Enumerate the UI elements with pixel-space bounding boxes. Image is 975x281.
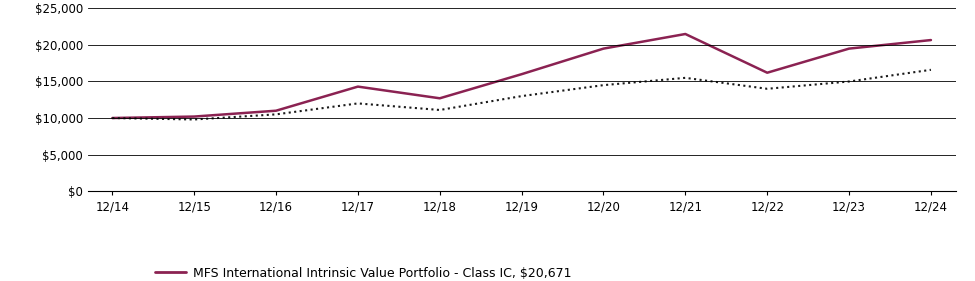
MFS International Intrinsic Value Portfolio - Class IC, $20,671 bbox=[761, 71, 773, 74]
MSCI EAFE (Europe, Australasia, Far East) Index (net div), $16,598 bbox=[843, 80, 855, 83]
MSCI EAFE (Europe, Australasia, Far East) Index (net div), $16,598 bbox=[516, 94, 527, 98]
MSCI EAFE (Europe, Australasia, Far East) Index (net div), $16,598 bbox=[106, 116, 118, 120]
Line: MSCI EAFE (Europe, Australasia, Far East) Index (net div), $16,598: MSCI EAFE (Europe, Australasia, Far East… bbox=[112, 70, 931, 119]
MSCI EAFE (Europe, Australasia, Far East) Index (net div), $16,598 bbox=[925, 68, 937, 71]
MSCI EAFE (Europe, Australasia, Far East) Index (net div), $16,598 bbox=[680, 76, 691, 80]
MFS International Intrinsic Value Portfolio - Class IC, $20,671 bbox=[598, 47, 609, 50]
Line: MFS International Intrinsic Value Portfolio - Class IC, $20,671: MFS International Intrinsic Value Portfo… bbox=[112, 34, 931, 118]
MSCI EAFE (Europe, Australasia, Far East) Index (net div), $16,598 bbox=[598, 83, 609, 87]
MSCI EAFE (Europe, Australasia, Far East) Index (net div), $16,598 bbox=[761, 87, 773, 90]
MFS International Intrinsic Value Portfolio - Class IC, $20,671 bbox=[925, 38, 937, 42]
MSCI EAFE (Europe, Australasia, Far East) Index (net div), $16,598 bbox=[188, 118, 200, 121]
MSCI EAFE (Europe, Australasia, Far East) Index (net div), $16,598 bbox=[434, 108, 446, 112]
MFS International Intrinsic Value Portfolio - Class IC, $20,671 bbox=[843, 47, 855, 50]
Legend: MFS International Intrinsic Value Portfolio - Class IC, $20,671, MSCI EAFE (Euro: MFS International Intrinsic Value Portfo… bbox=[155, 267, 608, 281]
MFS International Intrinsic Value Portfolio - Class IC, $20,671 bbox=[680, 32, 691, 36]
MFS International Intrinsic Value Portfolio - Class IC, $20,671 bbox=[270, 109, 282, 112]
MFS International Intrinsic Value Portfolio - Class IC, $20,671 bbox=[434, 97, 446, 100]
MFS International Intrinsic Value Portfolio - Class IC, $20,671 bbox=[352, 85, 364, 88]
MSCI EAFE (Europe, Australasia, Far East) Index (net div), $16,598 bbox=[270, 113, 282, 116]
MFS International Intrinsic Value Portfolio - Class IC, $20,671 bbox=[188, 115, 200, 118]
MSCI EAFE (Europe, Australasia, Far East) Index (net div), $16,598 bbox=[352, 102, 364, 105]
MFS International Intrinsic Value Portfolio - Class IC, $20,671 bbox=[516, 72, 527, 76]
MFS International Intrinsic Value Portfolio - Class IC, $20,671 bbox=[106, 116, 118, 120]
